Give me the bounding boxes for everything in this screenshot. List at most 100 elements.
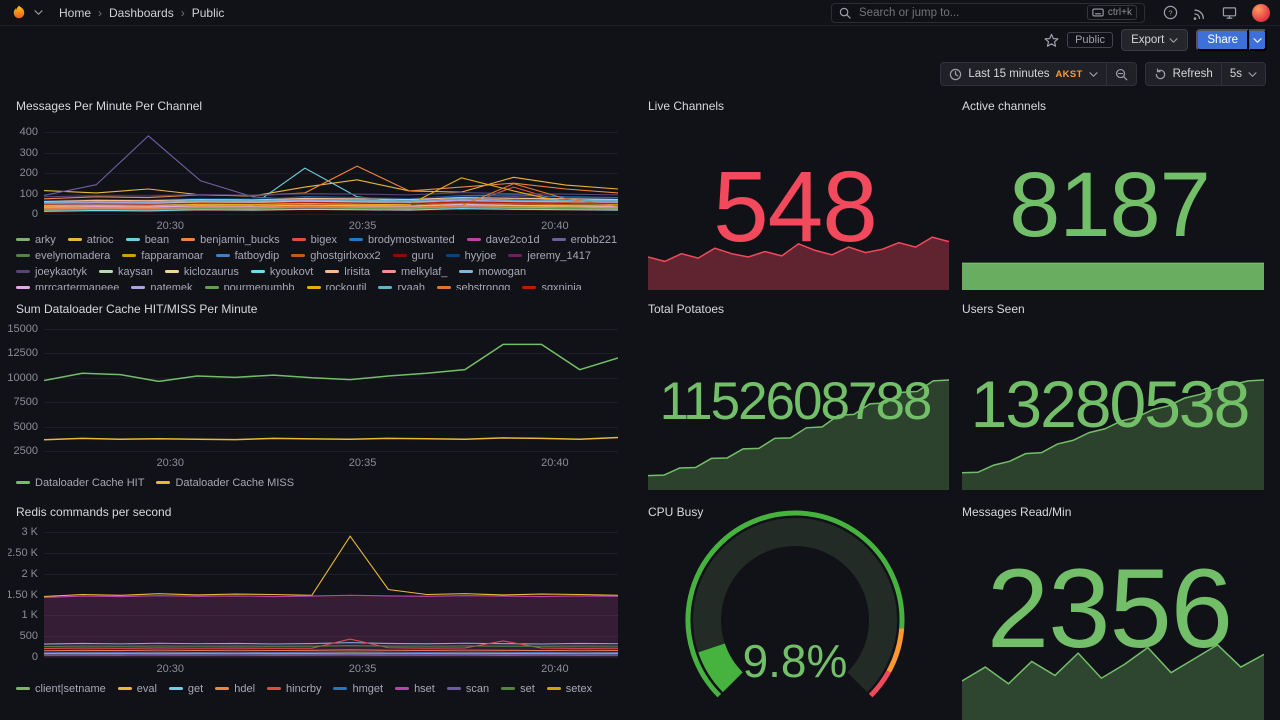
- legend-item[interactable]: guru: [392, 248, 434, 263]
- help-icon[interactable]: ?: [1163, 5, 1178, 20]
- chart-plot[interactable]: [44, 132, 618, 215]
- export-label: Export: [1131, 34, 1165, 46]
- legend-item[interactable]: hset: [395, 681, 435, 696]
- panel-title[interactable]: Redis commands per second: [16, 505, 172, 519]
- chart-canvas: [44, 532, 618, 657]
- legend-item[interactable]: evelynomadera: [16, 248, 110, 263]
- legend-color-dash: [501, 687, 516, 690]
- refresh-interval-button[interactable]: 5s: [1220, 62, 1266, 86]
- zoom-out-button[interactable]: [1105, 62, 1137, 86]
- legend-label: sgxninja_: [541, 281, 588, 291]
- legend-item[interactable]: client|setname: [16, 681, 106, 696]
- legend-item[interactable]: setex: [546, 681, 592, 696]
- cpu-gauge: 9.8%: [675, 510, 915, 720]
- time-range-button[interactable]: Last 15 minutes AKST: [940, 62, 1107, 86]
- legend-item[interactable]: ghostgirlxoxx2: [291, 248, 381, 263]
- chart-canvas: [44, 132, 618, 214]
- panel-title[interactable]: Live Channels: [648, 99, 725, 113]
- refresh-group: Refresh 5s: [1144, 62, 1266, 86]
- legend-item[interactable]: ryaah: [378, 280, 425, 290]
- legend-item[interactable]: mrrcartermaneee: [16, 280, 119, 290]
- legend-label: hset: [414, 682, 435, 695]
- legend-item[interactable]: brodymostwanted: [348, 232, 455, 247]
- svg-text:?: ?: [1168, 8, 1172, 17]
- panel-title[interactable]: CPU Busy: [648, 505, 704, 519]
- x-tick-label: 20:40: [541, 663, 569, 675]
- user-avatar[interactable]: [1252, 3, 1270, 22]
- panel-title[interactable]: Messages Read/Min: [962, 505, 1072, 519]
- legend-item[interactable]: fapparamoar: [122, 248, 204, 263]
- panel-title[interactable]: Sum Dataloader Cache HIT/MISS Per Minute: [16, 302, 258, 316]
- timeseries-chart[interactable]: [44, 532, 618, 657]
- legend-item[interactable]: natemek: [131, 280, 193, 290]
- visibility-tag[interactable]: Public: [1067, 32, 1114, 48]
- legend-color-dash: [67, 238, 82, 241]
- share-menu-button[interactable]: [1249, 29, 1267, 51]
- legend-item[interactable]: hmget: [333, 681, 383, 696]
- legend-item[interactable]: atrioc: [67, 232, 114, 247]
- search-input[interactable]: [857, 5, 1081, 20]
- legend-item[interactable]: bean: [125, 232, 169, 247]
- legend-item[interactable]: benjamin_bucks: [181, 232, 280, 247]
- breadcrumb-item-home[interactable]: Home: [59, 5, 92, 20]
- legend-item[interactable]: hyyjoe: [445, 248, 496, 263]
- legend-item[interactable]: sgxninja_: [522, 280, 588, 291]
- star-icon[interactable]: [1044, 33, 1059, 48]
- legend-item[interactable]: kiclozaurus: [164, 264, 239, 279]
- chart-plot[interactable]: [44, 532, 618, 658]
- legend-color-dash: [16, 254, 30, 257]
- panel-title[interactable]: Total Potatoes: [648, 302, 725, 316]
- refresh-button[interactable]: Refresh: [1144, 62, 1222, 86]
- x-tick-label: 20:30: [156, 663, 185, 675]
- legend-item[interactable]: lrisita: [325, 264, 370, 279]
- timeseries-chart[interactable]: [44, 132, 618, 214]
- legend-item[interactable]: hincrby: [267, 681, 321, 696]
- legend-item[interactable]: sebstrongg: [437, 280, 510, 290]
- legend-item[interactable]: dave2co1d: [466, 232, 540, 247]
- share-button[interactable]: Share: [1196, 29, 1249, 51]
- x-tick-label: 20:30: [156, 220, 185, 232]
- chart-plot[interactable]: [44, 329, 618, 452]
- legend-item[interactable]: arky: [16, 232, 56, 247]
- legend-item[interactable]: mowogan: [459, 264, 526, 279]
- x-tick-label: 20:40: [541, 220, 569, 232]
- legend-item[interactable]: bigex: [291, 232, 337, 247]
- legend-label: erobb221: [570, 233, 618, 246]
- legend-item[interactable]: melkylaf_: [381, 264, 447, 279]
- y-tick-label: 3 K: [21, 526, 38, 538]
- legend-label: mrrcartermaneee: [35, 281, 120, 291]
- legend-item[interactable]: get: [168, 681, 203, 696]
- panel-title[interactable]: Users Seen: [962, 302, 1025, 316]
- legend-item[interactable]: pourmenumbb: [204, 280, 295, 290]
- legend-item[interactable]: joeykaotyk: [16, 264, 87, 279]
- legend-label: mowogan: [478, 265, 527, 278]
- legend-item[interactable]: kyoukovt: [250, 264, 313, 279]
- chevron-down-icon[interactable]: [34, 9, 43, 16]
- monitor-icon[interactable]: [1222, 6, 1237, 20]
- legend-item[interactable]: eval: [117, 681, 157, 696]
- grafana-logo-icon[interactable]: [10, 4, 28, 22]
- legend-item[interactable]: scan: [446, 681, 489, 696]
- legend-item[interactable]: Dataloader Cache MISS: [156, 475, 294, 490]
- legend-item[interactable]: rockoutil: [306, 280, 366, 290]
- legend-label: arky: [35, 233, 56, 246]
- legend-color-dash: [215, 254, 230, 257]
- news-rss-icon[interactable]: [1193, 6, 1207, 20]
- chart-canvas: [44, 329, 618, 451]
- legend-label: hdel: [234, 682, 256, 695]
- legend-item[interactable]: hdel: [215, 681, 255, 696]
- legend-item[interactable]: fatboydip: [215, 248, 279, 263]
- legend-color-dash: [392, 254, 407, 257]
- legend-item[interactable]: set: [501, 681, 535, 696]
- legend-item[interactable]: erobb221: [551, 232, 618, 247]
- panel-title[interactable]: Messages Per Minute Per Channel: [16, 99, 203, 113]
- legend-color-dash: [131, 286, 146, 289]
- panel-title[interactable]: Active channels: [962, 99, 1047, 113]
- legend-item[interactable]: kaysan: [98, 264, 153, 279]
- export-button[interactable]: Export: [1121, 29, 1189, 51]
- breadcrumb-item-dashboards[interactable]: Dashboards: [109, 5, 174, 20]
- legend-item[interactable]: jeremy_1417: [508, 248, 591, 263]
- timeseries-chart[interactable]: [44, 329, 618, 451]
- search-box[interactable]: ctrl+k: [831, 2, 1145, 23]
- legend-item[interactable]: Dataloader Cache HIT: [16, 475, 144, 490]
